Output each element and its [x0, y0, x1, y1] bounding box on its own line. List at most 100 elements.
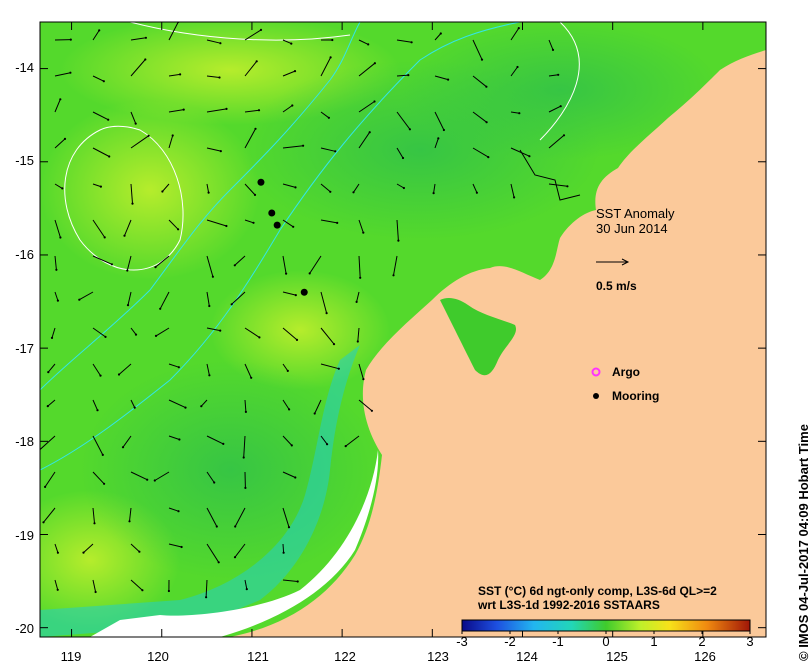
current-vector [130, 37, 146, 41]
current-vector [244, 128, 256, 149]
current-vector [54, 543, 59, 553]
vector-head [230, 303, 233, 306]
current-vector [548, 74, 559, 77]
vector-head [146, 478, 149, 481]
vector-head [108, 155, 111, 158]
white-anomaly-contour [64, 125, 184, 271]
current-vector [200, 399, 208, 407]
vector-head [134, 122, 137, 125]
current-vector [472, 183, 478, 193]
vector-head [285, 272, 288, 275]
current-vector [358, 39, 369, 45]
no-data-area [90, 450, 379, 637]
vector-head [259, 28, 263, 31]
current-vector [205, 579, 208, 598]
vector-head [359, 276, 362, 279]
vector-head [337, 367, 340, 370]
vector-head [432, 192, 435, 195]
vector-head [294, 476, 297, 479]
vector-head [56, 299, 60, 302]
vector-head [225, 224, 228, 228]
current-vector [393, 255, 398, 276]
vector-head [557, 73, 560, 76]
vector-head [362, 378, 365, 381]
current-vector [357, 327, 360, 342]
mooring-marker [268, 209, 276, 217]
vector-head [245, 588, 248, 591]
vector-head [487, 156, 490, 159]
current-vector [92, 30, 100, 41]
mooring-marker [300, 288, 308, 296]
lon-tick-label: 120 [147, 649, 169, 664]
current-vector [206, 219, 227, 227]
vector-head [205, 596, 208, 599]
current-vector [130, 111, 137, 124]
colorbar-ticks [461, 631, 751, 634]
vector-scale-label: 0.5 m/s [596, 279, 637, 293]
vector-head [294, 186, 297, 189]
vector-head [257, 109, 261, 112]
vector-head [290, 444, 293, 447]
mooring-markers [257, 178, 308, 296]
current-vector [244, 60, 258, 77]
current-vector [358, 219, 364, 233]
current-vector [92, 435, 104, 456]
colorbar-tick-label: 3 [746, 634, 753, 649]
current-vector [472, 111, 487, 123]
arrowhead-icon [621, 258, 630, 266]
vector-head [373, 62, 376, 65]
vector-head [516, 65, 519, 69]
vector-head [480, 58, 484, 61]
map-frame [39, 21, 767, 638]
map-title-line2: 30 Jun 2014 [596, 221, 668, 236]
colorbar-tick-label: -1 [552, 634, 564, 649]
current-vector [548, 105, 561, 113]
vector-head [562, 134, 566, 137]
vector-head [373, 100, 376, 103]
current-vector [159, 291, 170, 310]
vector-head [179, 73, 182, 76]
vector-head [287, 526, 291, 529]
vector-head [329, 190, 332, 193]
current-vector [434, 111, 445, 131]
mooring-marker [257, 178, 265, 186]
lon-tick-label: 122 [334, 649, 356, 664]
current-vector [244, 29, 262, 41]
current-vector [124, 219, 132, 236]
vector-head [161, 190, 164, 193]
current-vector [168, 543, 182, 548]
current-vector [130, 543, 140, 553]
current-vector [282, 471, 296, 478]
vector-head [154, 334, 158, 337]
current-vector [358, 62, 376, 77]
vector-head [327, 116, 330, 119]
vector-head [334, 150, 337, 153]
vector-head [439, 32, 442, 35]
current-vector [206, 363, 210, 376]
coastal-cool-strip [40, 345, 360, 637]
current-vector [44, 471, 56, 488]
current-vector [92, 471, 105, 485]
vector-head [332, 343, 336, 346]
vector-head [219, 329, 222, 332]
current-vector [282, 255, 287, 274]
vector-head [99, 185, 102, 188]
current-vector [244, 363, 252, 379]
vector-head [233, 556, 237, 559]
current-vector [472, 75, 487, 88]
vector-head [308, 272, 311, 275]
current-vector [54, 183, 63, 189]
current-vector [358, 363, 364, 380]
current-vector [234, 507, 246, 527]
current-vector-field [40, 22, 569, 599]
vector-head [147, 134, 150, 137]
current-vector [320, 57, 332, 77]
current-vector [206, 507, 218, 527]
current-vector [282, 70, 296, 77]
vector-head [242, 456, 245, 459]
vector-head [133, 406, 136, 409]
vector-head [159, 307, 162, 310]
current-vector [168, 435, 180, 440]
current-vector [168, 399, 186, 409]
current-vector [309, 255, 322, 274]
